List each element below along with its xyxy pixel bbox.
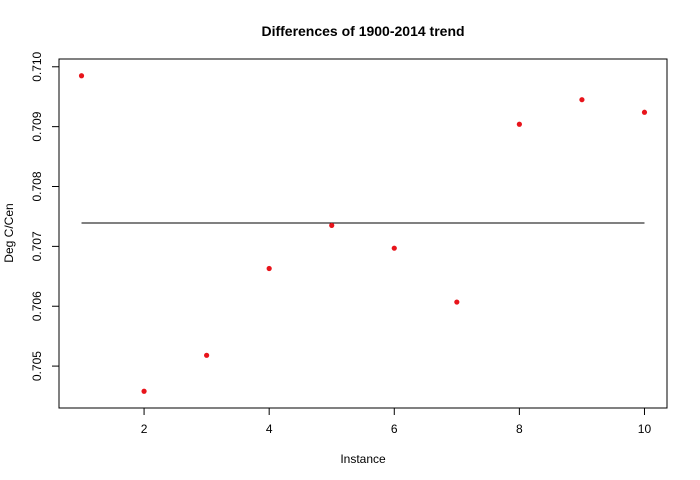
x-tick-label: 4 — [266, 422, 273, 436]
data-point — [454, 299, 460, 305]
x-axis-label: Instance — [340, 452, 386, 466]
data-points — [78, 73, 648, 394]
data-point — [579, 97, 585, 103]
data-point — [329, 222, 335, 229]
data-point — [266, 265, 272, 272]
y-axis-label: Deg C/Cen — [2, 203, 16, 262]
y-tick-label: 0.706 — [30, 291, 44, 321]
data-point — [78, 73, 85, 79]
y-axis: 0.705 0.706 0.707 0.708 0.709 0.710 — [30, 51, 59, 381]
data-point — [141, 388, 147, 394]
chart-title: Differences of 1900-2014 trend — [261, 23, 464, 39]
x-tick-label: 10 — [638, 422, 652, 436]
plot-frame — [58, 58, 668, 409]
x-axis: 2 4 6 8 10 — [141, 408, 652, 436]
x-tick-label: 8 — [516, 422, 523, 436]
data-point — [204, 352, 210, 358]
x-tick-label: 6 — [391, 422, 398, 436]
y-tick-label: 0.708 — [30, 171, 44, 201]
data-point — [641, 109, 648, 115]
data-point — [516, 121, 522, 127]
y-tick-label: 0.705 — [30, 351, 44, 381]
y-tick-label: 0.709 — [30, 111, 44, 141]
data-point — [391, 245, 397, 251]
x-tick-label: 2 — [141, 422, 148, 436]
y-tick-label: 0.710 — [30, 51, 44, 81]
y-tick-label: 0.707 — [30, 231, 44, 261]
